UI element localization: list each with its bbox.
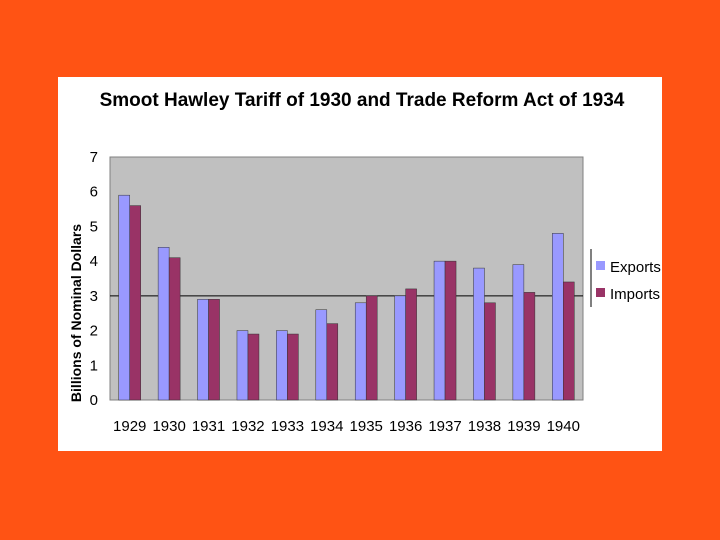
x-tick-label: 1939 bbox=[507, 418, 540, 435]
y-axis-ticks: 0 1 2 3 4 5 6 7 bbox=[90, 149, 98, 409]
bar-exports-1939 bbox=[512, 264, 525, 401]
legend-label-exports: Exports bbox=[610, 259, 661, 276]
bar-imports-1938 bbox=[484, 302, 496, 401]
x-tick-label: 1929 bbox=[113, 418, 146, 435]
bar-exports-1935 bbox=[354, 302, 367, 401]
bar-imports-1937 bbox=[444, 260, 457, 401]
y-axis-label: Billions of Nominal Dollars bbox=[68, 224, 84, 402]
bar-imports-1936 bbox=[405, 288, 417, 401]
y-tick-label: 1 bbox=[90, 357, 98, 374]
x-tick-label: 1931 bbox=[192, 418, 225, 435]
x-axis-ticks: 1929 1930 1931 1932 1933 1934 1935 1936 1937 1938… bbox=[113, 418, 580, 435]
legend-label-imports: Imports bbox=[610, 286, 660, 303]
bar-imports-1930 bbox=[168, 257, 181, 401]
bar-exports-1934 bbox=[315, 309, 328, 401]
bar-imports-1931 bbox=[208, 299, 220, 401]
bar-exports-1929 bbox=[118, 194, 130, 401]
x-tick-label: 1940 bbox=[547, 418, 580, 435]
x-tick-label: 1935 bbox=[350, 418, 383, 435]
x-tick-label: 1930 bbox=[152, 418, 185, 435]
x-tick-label: 1932 bbox=[231, 418, 264, 435]
x-tick-label: 1934 bbox=[310, 418, 343, 435]
bar-exports-1936 bbox=[394, 295, 406, 401]
x-tick-label: 1937 bbox=[428, 418, 461, 435]
bar-imports-1929 bbox=[129, 205, 141, 401]
bar-imports-1940 bbox=[563, 281, 575, 401]
bar-imports-1939 bbox=[523, 292, 536, 401]
legend: Exports Imports bbox=[590, 249, 661, 307]
x-tick-label: 1936 bbox=[389, 418, 422, 435]
chart-panel: Smoot Hawley Tariff of 1930 and Trade Re… bbox=[58, 77, 662, 451]
bar-exports-1937 bbox=[433, 260, 446, 401]
bar-exports-1938 bbox=[473, 267, 485, 401]
bar-imports-1932 bbox=[247, 333, 260, 401]
x-tick-label: 1938 bbox=[468, 418, 501, 435]
bar-exports-1931 bbox=[197, 299, 209, 401]
plot-area bbox=[109, 156, 584, 401]
chart: Smoot Hawley Tariff of 1930 and Trade Re… bbox=[68, 90, 661, 435]
y-tick-label: 2 bbox=[90, 323, 98, 340]
legend-swatch-imports bbox=[596, 288, 605, 297]
y-tick-label: 0 bbox=[90, 392, 98, 409]
chart-title: Smoot Hawley Tariff of 1930 and Trade Re… bbox=[100, 90, 625, 111]
y-tick-label: 7 bbox=[90, 149, 98, 166]
bar-imports-1933 bbox=[287, 333, 299, 401]
y-tick-label: 3 bbox=[90, 288, 98, 305]
x-tick-label: 1933 bbox=[271, 418, 304, 435]
bar-exports-1932 bbox=[236, 330, 249, 401]
bar-imports-1935 bbox=[365, 295, 378, 401]
y-tick-label: 5 bbox=[90, 218, 98, 235]
bars bbox=[118, 194, 575, 401]
y-tick-label: 6 bbox=[90, 184, 98, 201]
legend-swatch-exports bbox=[596, 261, 605, 270]
bar-exports-1933 bbox=[276, 330, 288, 401]
bar-exports-1930 bbox=[157, 247, 170, 401]
y-tick-label: 4 bbox=[90, 253, 98, 270]
bar-exports-1940 bbox=[552, 233, 564, 401]
bar-imports-1934 bbox=[326, 323, 339, 401]
